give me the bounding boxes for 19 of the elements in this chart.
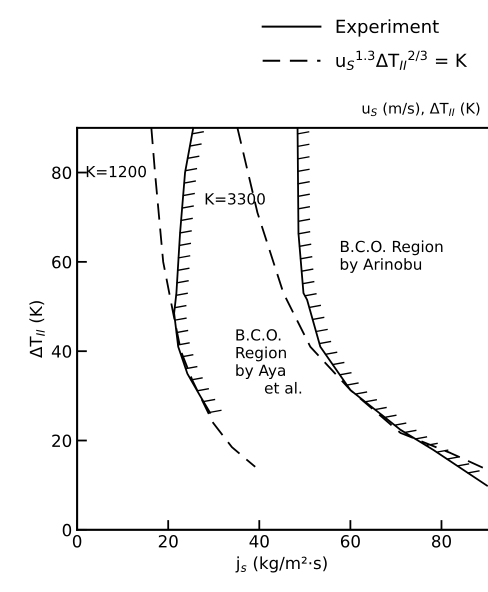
x-tick-label: 20 (158, 534, 178, 548)
x-tick-label: 80 (432, 534, 451, 548)
text: u$_{S}$ (m/s), ΔT$_{II}$ (K) (362, 102, 480, 116)
x-tick-label: 0 (72, 534, 82, 548)
y-tick-label: 60 (52, 256, 72, 268)
x-axis-title: j$_{s}$ (kg/m²·s) (236, 556, 327, 573)
annotation: K=1200 (86, 166, 146, 178)
y-tick-label: 80 (52, 166, 72, 180)
y-tick-label: 20 (52, 434, 72, 448)
x-tick-label: 60 (340, 534, 360, 548)
legend-label: Experiment (336, 19, 439, 37)
annotation: B.C.O. Region by Aya et al. (236, 329, 302, 394)
x-tick-label: 40 (250, 534, 269, 548)
annotation: B.C.O. Region by Arinobu (340, 240, 442, 273)
legend-label: u$_{S}$$^{1.3}$ΔT$_{II}$$^{2/3}$ = K (336, 50, 468, 70)
y-axis-title: ΔT$_{II}$ (K) (29, 301, 45, 358)
y-tick-label: 40 (52, 345, 72, 358)
annotation: K=3300 (206, 193, 265, 205)
y-tick-label: 0 (62, 524, 72, 536)
